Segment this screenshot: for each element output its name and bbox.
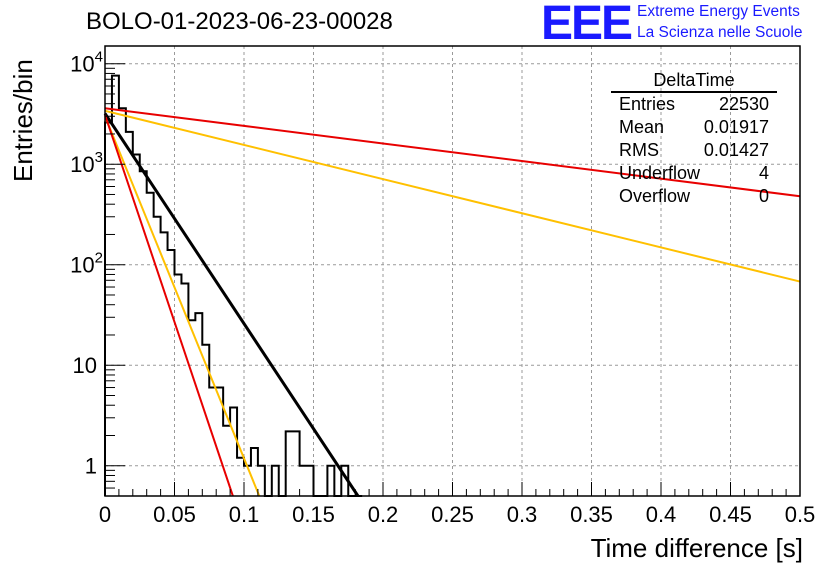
x-tick-label: 0.35 [570, 502, 613, 527]
axis-ticks [104, 63, 801, 497]
fit-line [104, 107, 801, 198]
x-tick-label: 0.4 [646, 502, 677, 527]
stats-value: 22530 [718, 94, 769, 114]
stats-row-overflow: Overflow 0 [611, 185, 777, 208]
y-tick-label: 104 [70, 49, 103, 77]
stats-row-underflow: Underflow 4 [611, 162, 777, 185]
x-tick-label: 0.25 [431, 502, 474, 527]
x-tick-label: 0.15 [292, 502, 335, 527]
stats-value: 0 [758, 186, 769, 206]
stats-value: 0.01917 [703, 117, 769, 137]
stats-label: RMS [619, 140, 659, 160]
fit-line [103, 112, 360, 497]
x-tick-label: 0.05 [153, 502, 196, 527]
stats-box: DeltaTime Entries 22530 Mean 0.01917 RMS… [611, 70, 777, 208]
eee-logo: EEE [541, 0, 633, 50]
stats-label: Underflow [619, 163, 701, 183]
stats-label: Overflow [619, 186, 691, 206]
stats-value: 4 [758, 163, 769, 183]
y-tick-label: 103 [70, 149, 103, 177]
y-tick-label: 1 [85, 454, 97, 479]
grid-lines [105, 46, 800, 496]
page-title: BOLO-01-2023-06-23-00028 [86, 8, 393, 35]
x-axis-label: Time difference [s] [590, 533, 803, 563]
x-tick-labels: 0 0.05 0.1 0.15 0.2 0.25 0.3 0.35 0.4 0.45 0.5 [99, 502, 815, 527]
y-tick-labels: 1 10 102 103 104 [70, 49, 103, 479]
fit-lines-group [103, 107, 801, 497]
y-tick-label: 10 [73, 353, 97, 378]
y-tick-label: 102 [70, 250, 103, 278]
x-tick-label: 0 [99, 502, 111, 527]
fit-line [104, 115, 261, 497]
stats-label: Mean [619, 117, 665, 137]
stats-title: DeltaTime [611, 70, 777, 93]
x-tick-label: 0.5 [785, 502, 816, 527]
fit-line [104, 114, 234, 497]
x-tick-label: 0.1 [229, 502, 260, 527]
org-line-1: Extreme Energy Events [637, 3, 800, 20]
x-tick-label: 0.3 [507, 502, 538, 527]
stats-value: 0.01427 [703, 140, 769, 160]
y-axis-label: Entries/bin [8, 59, 38, 182]
org-line-2: La Scienza nelle Scuole [637, 24, 803, 41]
stats-row-rms: RMS 0.01427 [611, 139, 777, 162]
stats-row-entries: Entries 22530 [611, 93, 777, 116]
x-tick-label: 0.45 [709, 502, 752, 527]
stats-row-mean: Mean 0.01917 [611, 116, 777, 139]
stats-label: Entries [619, 94, 676, 114]
fit-line [104, 109, 801, 283]
x-tick-label: 0.2 [368, 502, 399, 527]
